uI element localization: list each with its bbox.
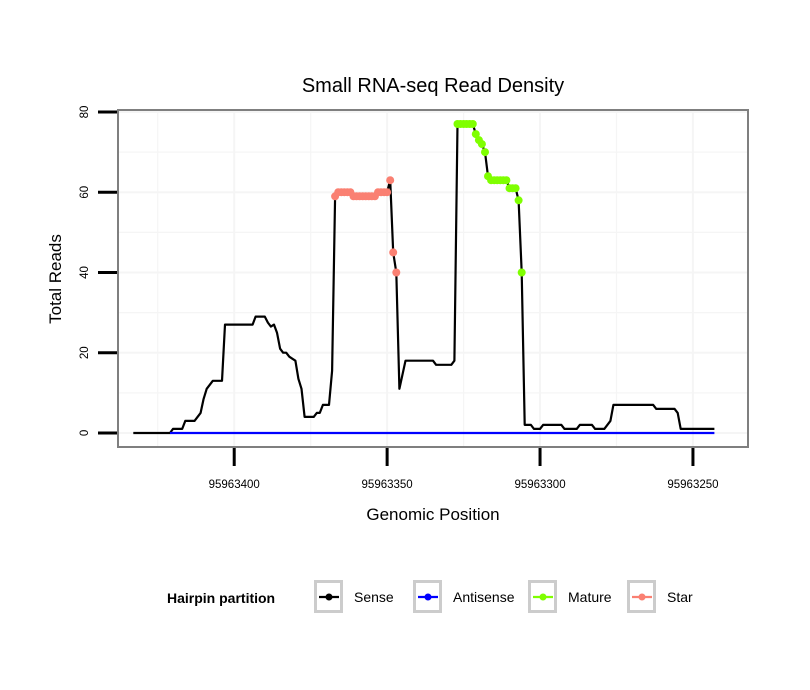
chart-title: Small RNA-seq Read Density [302,75,564,97]
legend-item-star: Star [627,580,693,613]
data-point-mature [477,140,486,149]
x-tick-label: 95963250 [667,479,718,491]
data-point-star [389,248,398,257]
x-tick-label: 95963400 [209,479,260,491]
data-point-mature [481,148,489,157]
legend-key-point [325,593,333,601]
plot-panel [117,109,749,448]
legend-key-point [424,593,432,601]
legend-item-mature: Mature [528,580,612,613]
data-point-mature [471,130,480,139]
data-point-mature [517,268,526,277]
data-point-mature [502,176,511,185]
legend-label: Sense [354,589,394,605]
y-tick-label: 20 [79,346,91,359]
panel-border [117,109,749,448]
legend-label: Antisense [453,589,515,605]
panel-background [118,110,748,447]
legend-key-point [539,593,547,601]
x-tick-label: 95963350 [362,479,413,491]
y-axis: 0 20 40 60 80 [79,106,117,436]
y-axis-title: Total Reads [46,234,65,324]
data-point-star [386,176,395,185]
data-point-star [383,188,392,197]
y-tick-label: 80 [79,106,91,119]
legend-item-antisense: Antisense [413,580,515,613]
data-point-mature [511,184,520,193]
x-axis: 95963400 95963350 95963300 95963250 [209,448,719,491]
legend-label: Mature [568,589,612,605]
data-point-star [392,268,401,277]
series-layer [133,120,715,435]
gridlines [118,110,748,447]
legend-title: Hairpin partition [167,590,275,606]
y-tick-label: 40 [79,266,91,279]
legend: Hairpin partition Sense Antisense Mature St… [167,580,693,613]
y-tick-label: 0 [79,430,91,436]
legend-label: Star [667,589,693,605]
data-point-mature [468,120,477,128]
data-point-mature [514,196,523,205]
legend-key-point [638,593,646,601]
legend-item-sense: Sense [314,580,394,613]
x-tick-label: 95963300 [514,479,565,491]
y-tick-label: 60 [79,186,91,199]
x-axis-title: Genomic Position [366,505,499,524]
